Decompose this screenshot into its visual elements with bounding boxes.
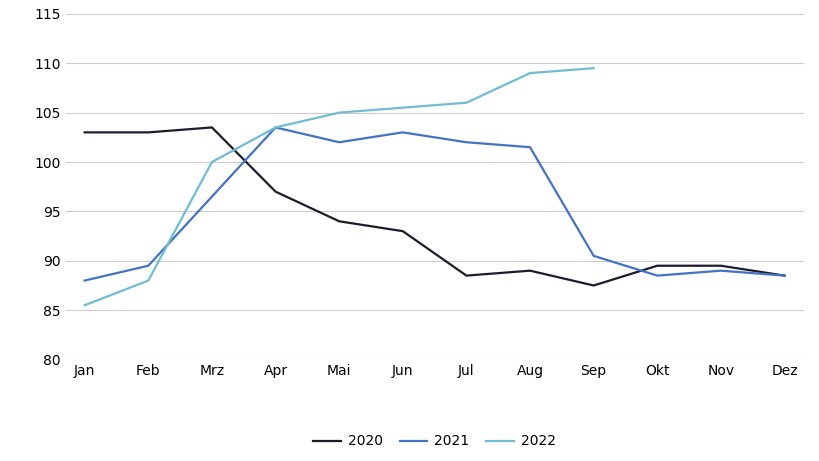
- 2021: [588, 253, 598, 259]
- 2022: [334, 110, 344, 115]
- 2022: [270, 124, 280, 130]
- 2021: [79, 278, 89, 284]
- 2020: [588, 283, 598, 288]
- 2021: [334, 140, 344, 145]
- 2022: [397, 105, 407, 111]
- 2021: [779, 273, 789, 278]
- Legend: 2020, 2021, 2022: 2020, 2021, 2022: [307, 429, 561, 454]
- 2022: [524, 71, 534, 76]
- 2021: [524, 144, 534, 150]
- 2020: [334, 219, 344, 224]
- 2020: [779, 273, 789, 278]
- 2020: [206, 124, 216, 130]
- 2022: [79, 302, 89, 308]
- Line: 2021: 2021: [84, 127, 784, 281]
- 2022: [588, 65, 598, 71]
- Line: 2022: 2022: [84, 68, 593, 305]
- 2020: [652, 263, 662, 268]
- 2020: [143, 130, 153, 135]
- 2020: [461, 273, 471, 278]
- 2020: [79, 130, 89, 135]
- 2021: [652, 273, 662, 278]
- 2020: [397, 228, 407, 234]
- 2020: [715, 263, 725, 268]
- 2022: [206, 159, 216, 165]
- 2021: [715, 268, 725, 273]
- 2021: [270, 124, 280, 130]
- 2020: [524, 268, 534, 273]
- 2021: [143, 263, 153, 268]
- 2021: [397, 130, 407, 135]
- 2021: [461, 140, 471, 145]
- 2020: [270, 189, 280, 195]
- 2022: [461, 100, 471, 106]
- 2021: [206, 194, 216, 199]
- 2022: [143, 278, 153, 284]
- Line: 2020: 2020: [84, 127, 784, 285]
